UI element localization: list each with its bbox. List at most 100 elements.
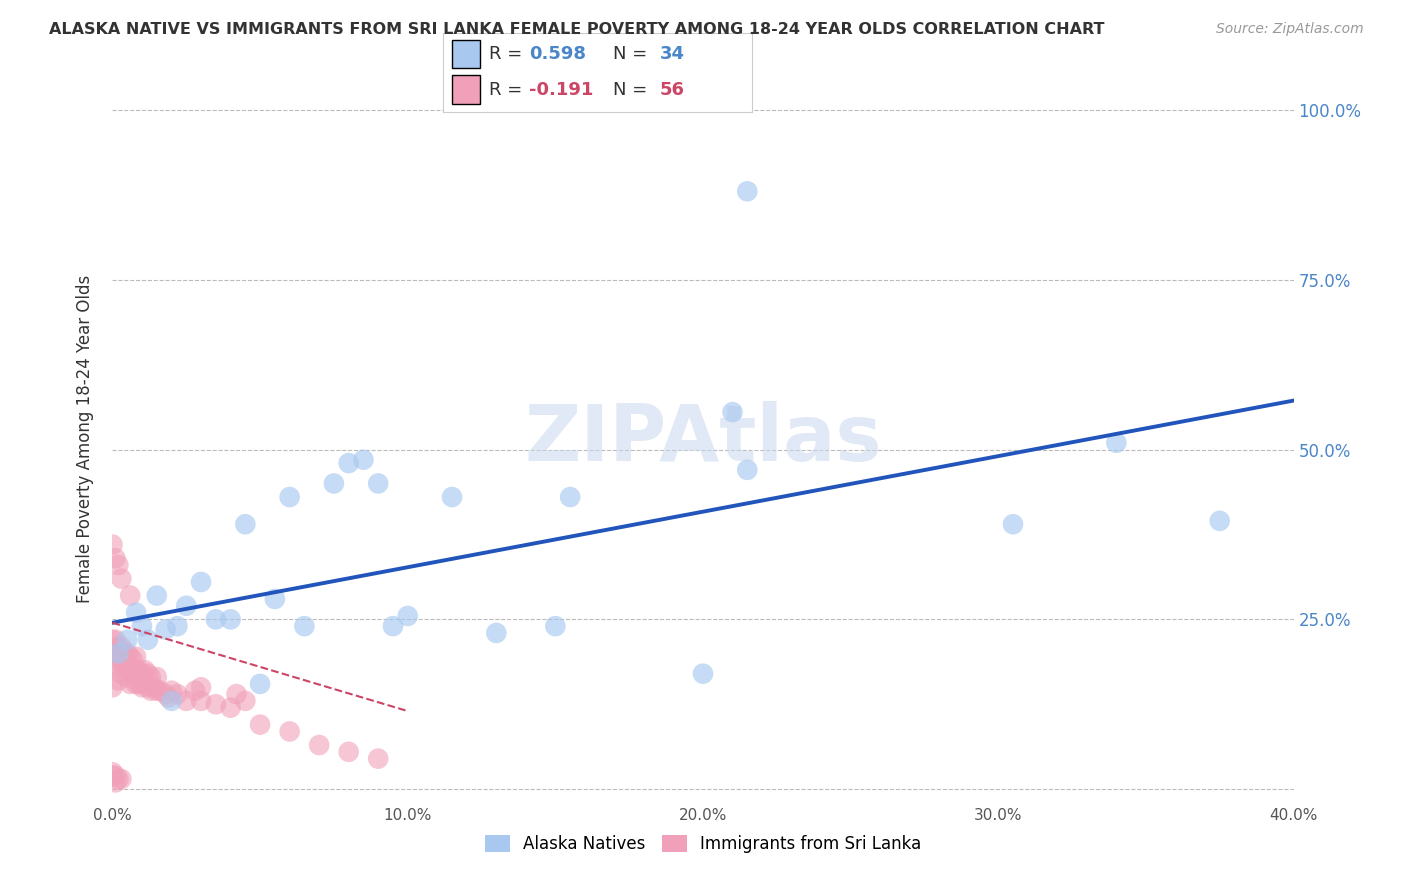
Point bbox=[134, 663, 156, 677]
Point bbox=[184, 683, 207, 698]
Point bbox=[219, 700, 242, 714]
Point bbox=[155, 687, 177, 701]
Point bbox=[125, 649, 148, 664]
Point bbox=[219, 612, 242, 626]
Point bbox=[110, 572, 132, 586]
FancyBboxPatch shape bbox=[453, 76, 479, 103]
Point bbox=[120, 649, 142, 664]
Point bbox=[112, 660, 135, 674]
Point bbox=[160, 694, 183, 708]
Point bbox=[166, 619, 188, 633]
Point bbox=[107, 772, 129, 786]
Point bbox=[110, 653, 132, 667]
Point bbox=[101, 632, 124, 647]
Point bbox=[367, 476, 389, 491]
Point bbox=[157, 690, 180, 705]
Point bbox=[1105, 435, 1128, 450]
Point bbox=[125, 606, 148, 620]
Text: 56: 56 bbox=[659, 80, 685, 98]
Text: Source: ZipAtlas.com: Source: ZipAtlas.com bbox=[1216, 22, 1364, 37]
Point bbox=[107, 653, 129, 667]
Point bbox=[396, 609, 419, 624]
Point bbox=[337, 456, 360, 470]
Point bbox=[117, 646, 138, 660]
Point bbox=[104, 551, 127, 566]
Legend: Alaska Natives, Immigrants from Sri Lanka: Alaska Natives, Immigrants from Sri Lank… bbox=[478, 829, 928, 860]
Text: -0.191: -0.191 bbox=[530, 80, 593, 98]
Y-axis label: Female Poverty Among 18-24 Year Olds: Female Poverty Among 18-24 Year Olds bbox=[76, 276, 94, 603]
Point bbox=[104, 632, 127, 647]
Point bbox=[104, 769, 127, 783]
Point bbox=[737, 463, 759, 477]
Text: 34: 34 bbox=[659, 45, 685, 63]
Point bbox=[101, 765, 124, 780]
Point bbox=[107, 673, 129, 688]
Point bbox=[131, 619, 153, 633]
Point bbox=[101, 681, 124, 695]
Point bbox=[146, 589, 169, 603]
Point bbox=[278, 724, 301, 739]
Point bbox=[485, 626, 508, 640]
Point bbox=[146, 683, 169, 698]
Point bbox=[101, 538, 124, 552]
Point bbox=[107, 646, 129, 660]
Point bbox=[323, 476, 346, 491]
Point bbox=[117, 670, 138, 684]
Point bbox=[382, 619, 405, 633]
Point bbox=[125, 663, 148, 677]
Point bbox=[233, 694, 256, 708]
Point bbox=[101, 646, 124, 660]
Point bbox=[166, 687, 188, 701]
Point bbox=[117, 632, 138, 647]
Point bbox=[110, 666, 132, 681]
Point bbox=[737, 184, 759, 198]
Point bbox=[205, 612, 228, 626]
Point bbox=[190, 574, 212, 589]
Point bbox=[122, 666, 145, 681]
Point bbox=[134, 677, 156, 691]
Point bbox=[367, 751, 389, 765]
Point bbox=[112, 646, 135, 660]
Point bbox=[308, 738, 330, 752]
Point bbox=[136, 632, 159, 647]
Point bbox=[101, 769, 124, 783]
Point bbox=[139, 683, 162, 698]
Point bbox=[174, 694, 197, 708]
Text: ALASKA NATIVE VS IMMIGRANTS FROM SRI LANKA FEMALE POVERTY AMONG 18-24 YEAR OLDS : ALASKA NATIVE VS IMMIGRANTS FROM SRI LAN… bbox=[49, 22, 1105, 37]
Text: N =: N = bbox=[613, 45, 652, 63]
Text: R =: R = bbox=[489, 45, 529, 63]
Point bbox=[249, 717, 271, 731]
Point bbox=[190, 694, 212, 708]
Point bbox=[205, 698, 228, 712]
Point bbox=[107, 558, 129, 572]
Point bbox=[128, 677, 150, 691]
Point bbox=[142, 681, 165, 695]
Point bbox=[225, 687, 247, 701]
Point bbox=[160, 683, 183, 698]
Point bbox=[131, 666, 153, 681]
Point bbox=[233, 517, 256, 532]
FancyBboxPatch shape bbox=[453, 40, 479, 69]
Point bbox=[139, 670, 162, 684]
Point bbox=[441, 490, 464, 504]
Point bbox=[558, 490, 582, 504]
Point bbox=[149, 683, 172, 698]
Point bbox=[120, 589, 142, 603]
Point bbox=[264, 591, 287, 606]
Point bbox=[125, 677, 148, 691]
Point bbox=[117, 657, 138, 671]
Point bbox=[352, 452, 374, 467]
Point bbox=[1001, 517, 1024, 532]
Point bbox=[120, 677, 142, 691]
Point bbox=[278, 490, 301, 504]
Point bbox=[174, 599, 197, 613]
Text: R =: R = bbox=[489, 80, 529, 98]
Point bbox=[155, 623, 177, 637]
Point bbox=[120, 663, 142, 677]
Text: 0.598: 0.598 bbox=[530, 45, 586, 63]
Point bbox=[146, 670, 169, 684]
Point bbox=[128, 663, 150, 677]
Text: ZIPAtlas: ZIPAtlas bbox=[524, 401, 882, 477]
Point bbox=[292, 619, 315, 633]
Point bbox=[104, 660, 127, 674]
